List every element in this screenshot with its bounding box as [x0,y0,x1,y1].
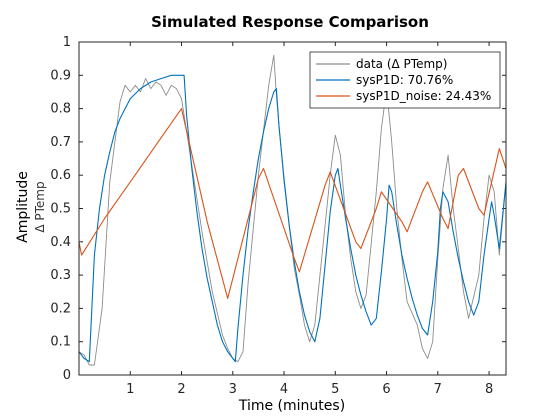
x-tick-label: 4 [280,382,288,397]
series-line-1 [79,54,506,366]
x-tick-label: 8 [485,382,493,397]
x-tick-label: 3 [229,382,237,397]
x-tick-label: 7 [434,382,442,397]
y-tick-label: 0.2 [50,301,71,316]
x-tick-label: 2 [177,382,185,397]
y-tick-label: 0.4 [50,235,71,250]
y-tick-label: 0.7 [50,135,71,150]
plot-frame [78,41,507,376]
y-tick-label: 0.1 [50,335,71,350]
x-axis-label: Time (minutes) [238,398,345,414]
legend-entry-label: sysP1D: 70.76% [356,73,453,87]
series-line-2 [79,74,506,363]
y-tick-label: 0 [63,368,71,383]
y-tick-label: 0.5 [50,202,71,217]
x-tick-label: 5 [331,382,339,397]
legend: data (Δ PTemp) sysP1D: 70.76% sysP1D_noise… [309,51,501,109]
y-tick-label: 0.3 [50,268,71,283]
legend-entry-label: data (Δ PTemp) [356,57,447,71]
legend-entry-label: sysP1D_noise: 24.43% [356,89,491,103]
chart-title: Simulated Response Comparison [151,13,429,31]
y-tick-label: 0.9 [50,68,71,83]
y-axis-unit-label: Δ PTemp [33,181,47,232]
y-tick-label: 0.6 [50,168,71,183]
y-axis-label: Amplitude [15,171,31,243]
x-tick-label: 6 [382,382,390,397]
series-line-3 [79,108,506,299]
y-tick-label: 0.8 [50,102,71,117]
y-tick-label: 1 [63,35,71,50]
x-tick-label: 1 [126,382,134,397]
